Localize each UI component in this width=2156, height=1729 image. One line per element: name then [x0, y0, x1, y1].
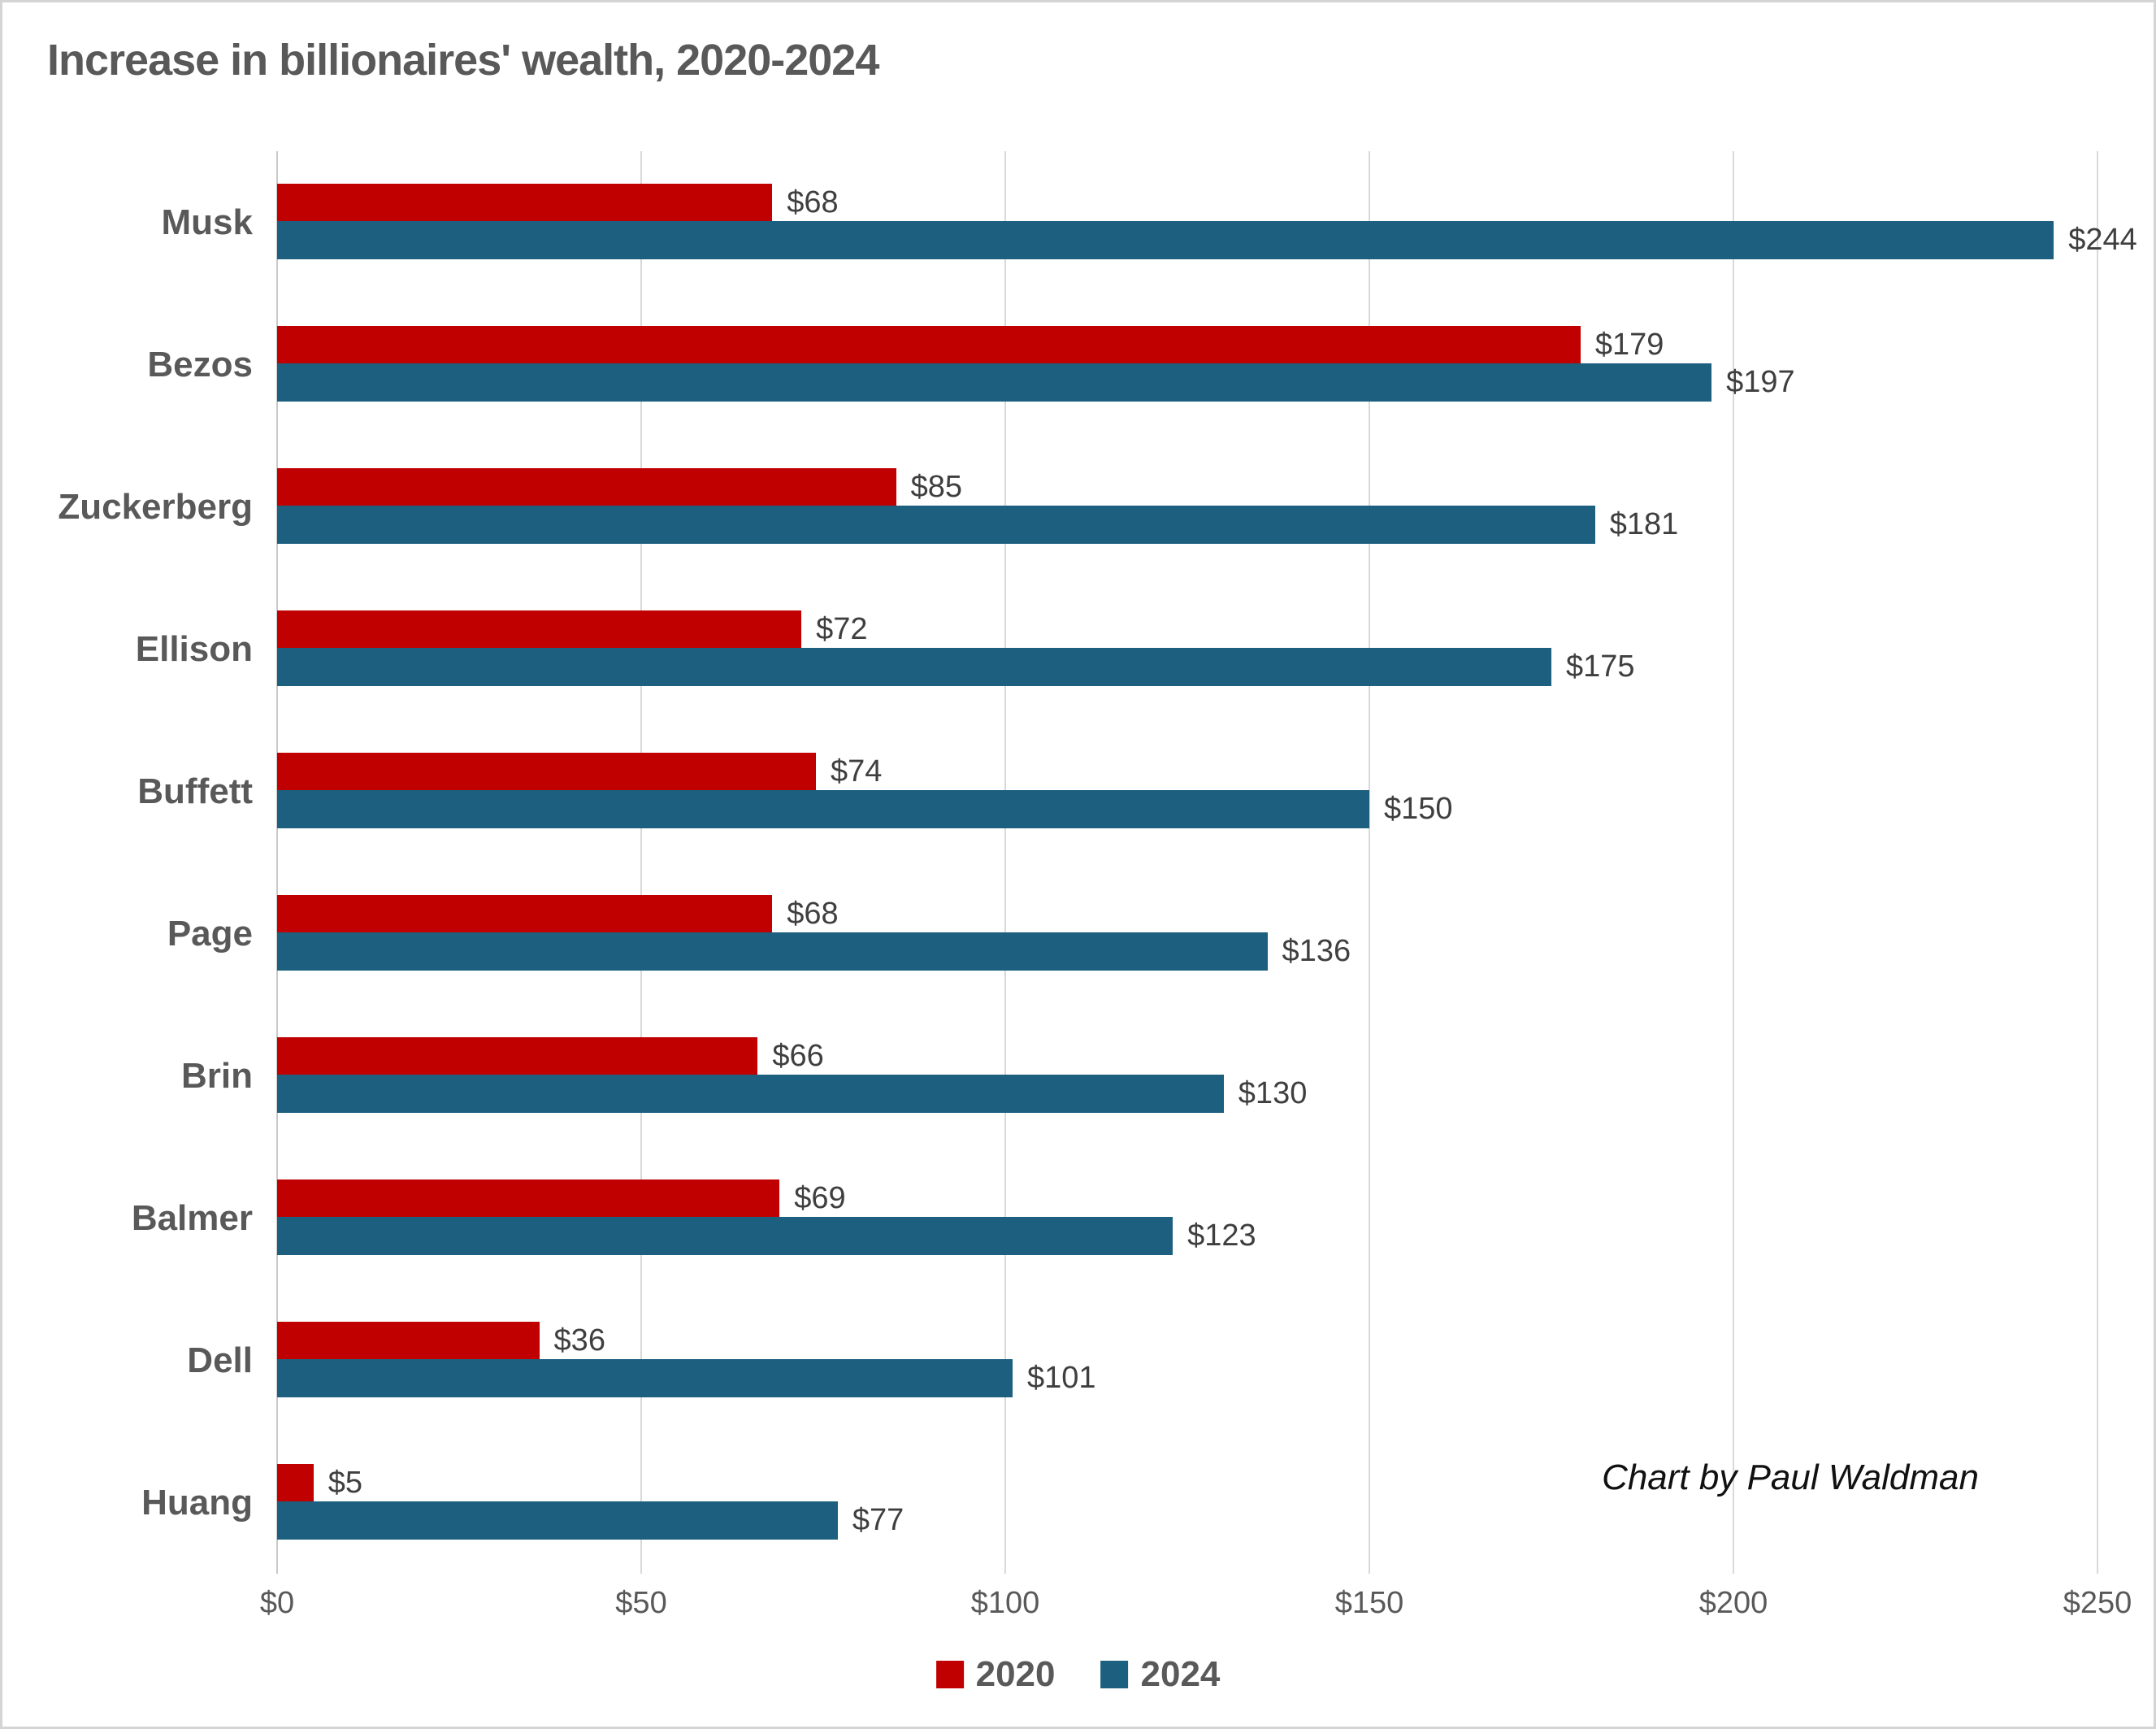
- legend: 2020 2024: [935, 1654, 1221, 1695]
- bar-2020-ellison: [277, 610, 802, 648]
- category-label: Dell: [187, 1340, 253, 1380]
- bar-row-buffett: Buffett $74 $150: [137, 720, 2097, 862]
- bar-2020-zuckerberg: [277, 468, 896, 506]
- bar-value-label: $68: [787, 897, 839, 931]
- category-label: Brin: [181, 1055, 253, 1096]
- bar-row-zuckerberg: Zuckerberg $85 $181: [58, 436, 2097, 578]
- category-label: Page: [167, 913, 253, 954]
- legend-label-2020: 2020: [975, 1654, 1056, 1694]
- bar-2024-page: [277, 932, 1268, 971]
- annotation-credit: Chart by Paul Waldman: [1602, 1457, 1979, 1497]
- bar-value-label: $101: [1026, 1361, 1096, 1395]
- bar-value-label: $74: [831, 754, 883, 788]
- category-label: Musk: [161, 202, 253, 242]
- chart-title: Increase in billionaires' wealth, 2020-2…: [47, 36, 879, 85]
- legend-item-2024: 2024: [1100, 1654, 1221, 1695]
- category-label: Bezos: [147, 344, 253, 384]
- gridline: [1004, 151, 1006, 1574]
- gridline: [1369, 151, 1370, 1574]
- bar-2020-balmer: [277, 1179, 780, 1217]
- bar-value-label: $244: [2068, 223, 2137, 257]
- bar-value-label: $68: [787, 185, 839, 219]
- legend-swatch-2024-icon: [1100, 1661, 1129, 1688]
- bar-2020-musk: [277, 184, 773, 221]
- x-tick-label: $100: [970, 1586, 1040, 1620]
- legend-label-2024: 2024: [1140, 1654, 1221, 1694]
- bar-2024-dell: [277, 1359, 1013, 1397]
- bar-row-bezos: Bezos $179 $197: [147, 293, 2097, 436]
- x-tick-label: $50: [615, 1586, 667, 1620]
- bar-2020-huang: [277, 1464, 314, 1501]
- bar-2024-ellison: [277, 648, 1551, 686]
- bar-value-label: $72: [816, 612, 868, 646]
- gridline: [640, 151, 642, 1574]
- bar-2024-buffett: [277, 790, 1369, 828]
- bar-value-label: $123: [1187, 1219, 1256, 1253]
- bar-row-huang: Huang $5 $77: [141, 1431, 2097, 1574]
- bar-value-label: $197: [1726, 365, 1795, 399]
- gridline: [2097, 151, 2098, 1574]
- bar-value-label: $175: [1566, 649, 1635, 684]
- bar-value-label: $77: [852, 1503, 904, 1537]
- bar-value-label: $130: [1238, 1076, 1308, 1110]
- legend-item-2020: 2020: [935, 1654, 1056, 1695]
- bar-value-label: $181: [1609, 507, 1679, 541]
- bar-row-balmer: Balmer $69 $123: [132, 1147, 2097, 1289]
- bar-row-dell: Dell $36 $101: [187, 1289, 2097, 1431]
- bar-2020-brin: [277, 1037, 758, 1075]
- bar-value-label: $150: [1384, 792, 1453, 826]
- bar-2024-zuckerberg: [277, 506, 1595, 544]
- bar-2024-brin: [277, 1075, 1224, 1113]
- bar-2020-dell: [277, 1322, 540, 1359]
- bar-2020-page: [277, 895, 773, 932]
- category-label: Ellison: [135, 628, 253, 669]
- bar-row-page: Page $68 $136: [167, 862, 2097, 1005]
- gridline: [276, 151, 278, 1574]
- bar-2024-bezos: [277, 363, 1712, 402]
- category-label: Huang: [141, 1482, 253, 1523]
- bar-row-ellison: Ellison $72 $175: [136, 578, 2097, 720]
- bar-value-label: $66: [772, 1039, 824, 1073]
- gridline: [1733, 151, 1734, 1574]
- category-label: Buffett: [137, 771, 253, 811]
- x-tick-label: $250: [2063, 1586, 2132, 1620]
- legend-swatch-2020-icon: [935, 1661, 964, 1688]
- category-label: Zuckerberg: [58, 486, 253, 527]
- bar-2024-musk: [277, 221, 2054, 259]
- bar-value-label: $69: [794, 1181, 846, 1215]
- bar-row-musk: Musk $68 $244: [162, 151, 2137, 293]
- category-label: Balmer: [131, 1197, 253, 1238]
- bar-row-brin: Brin $66 $130: [181, 1005, 2097, 1147]
- x-tick-label: $200: [1698, 1586, 1768, 1620]
- bar-2020-buffett: [277, 753, 817, 790]
- bar-2024-balmer: [277, 1217, 1173, 1255]
- bar-2020-bezos: [277, 326, 1581, 363]
- bar-2024-huang: [277, 1501, 838, 1540]
- x-tick-label: $0: [259, 1586, 295, 1620]
- bar-value-label: $136: [1282, 934, 1351, 968]
- x-tick-label: $150: [1334, 1586, 1404, 1620]
- x-axis: $0 $50 $100 $150 $200 $250: [260, 1586, 2132, 1627]
- bar-value-label: $85: [910, 470, 962, 504]
- plot-area: Musk $68 $244 Bezos $179 $197 Zuckerberg $85 $18…: [58, 151, 2137, 1574]
- bar-value-label: $5: [328, 1466, 363, 1500]
- bar-value-label: $36: [553, 1323, 605, 1358]
- bar-value-label: $179: [1594, 328, 1664, 362]
